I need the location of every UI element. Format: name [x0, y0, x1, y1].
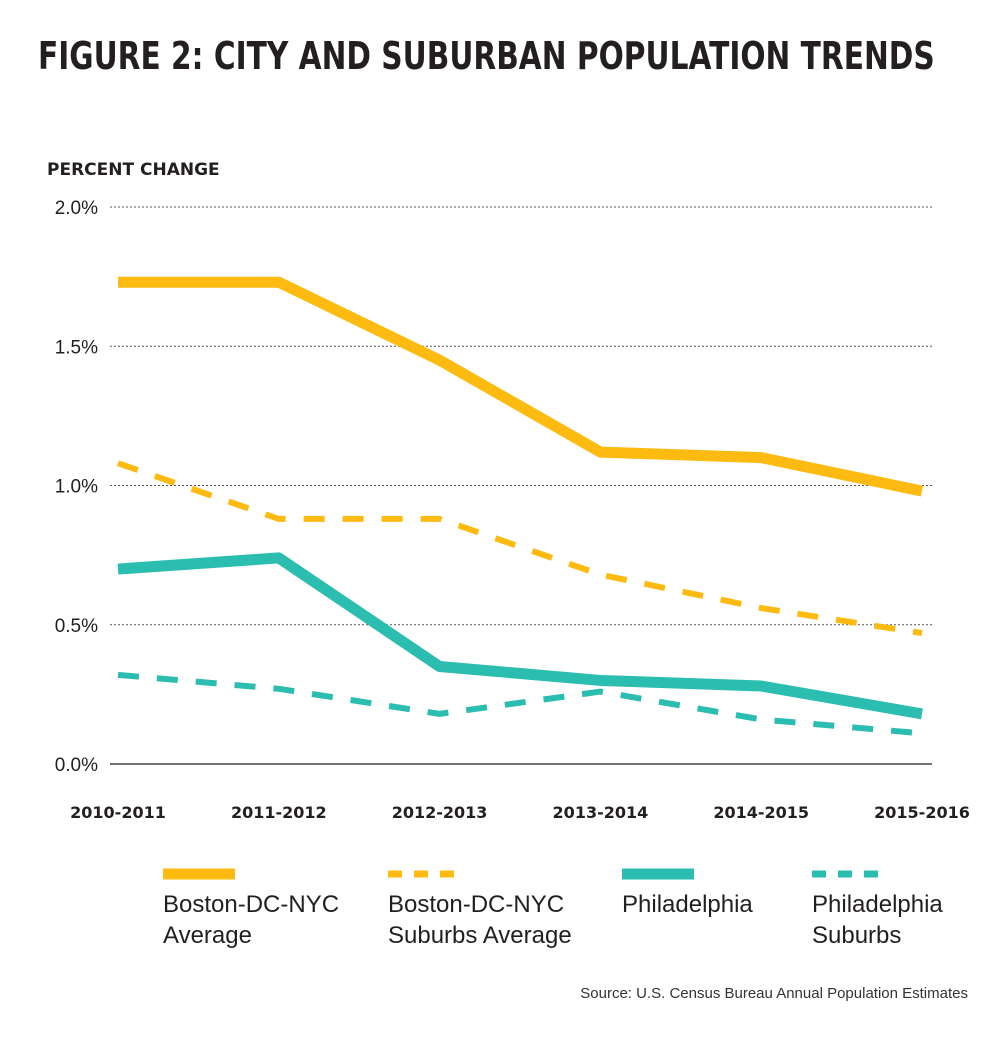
legend-label-0: Boston-DC-NYC [163, 891, 339, 918]
legend: Boston-DC-NYC Average Boston-DC-NYC Suburbs… [163, 868, 943, 949]
legend-label-3: Suburbs [812, 922, 901, 949]
y-tick-label: 0.0% [55, 755, 98, 776]
source-note: Source: U.S. Census Bureau Annual Popula… [580, 985, 968, 1002]
series-line-0 [118, 276, 924, 497]
legend-label-3: Philadelphia [812, 891, 943, 918]
y-axis-title: PERCENT CHANGE [47, 160, 220, 180]
y-tick-label: 0.5% [55, 616, 98, 637]
series-lines [117, 276, 924, 737]
legend-label-2: Philadelphia [622, 891, 753, 918]
y-tick-label: 1.5% [55, 337, 98, 358]
chart-title: FIGURE 2: CITY AND SUBURBAN POPULATION T… [38, 34, 935, 78]
y-tick-label: 2.0% [55, 198, 98, 219]
legend-label-0: Average [163, 922, 252, 949]
x-tick-label: 2010-2011 [70, 803, 166, 822]
x-tick-labels: 2010-2011 2011-2012 2012-2013 2013-2014 2014… [70, 803, 970, 822]
x-tick-label: 2014-2015 [713, 803, 809, 822]
legend-label-1: Suburbs Average [388, 922, 572, 949]
legend-label-1: Boston-DC-NYC [388, 891, 564, 918]
y-tick-label: 1.0% [55, 477, 98, 498]
x-tick-label: 2012-2013 [392, 803, 488, 822]
series-line-2 [117, 552, 923, 720]
y-tick-labels: 0.0% 0.5% 1.0% 1.5% 2.0% [55, 198, 98, 776]
x-tick-label: 2013-2014 [553, 803, 649, 822]
x-tick-label: 2015-2016 [874, 803, 970, 822]
x-tick-label: 2011-2012 [231, 803, 327, 822]
series-line-3 [117, 671, 923, 737]
gridlines [110, 206, 932, 765]
series-line-1 [117, 460, 923, 637]
